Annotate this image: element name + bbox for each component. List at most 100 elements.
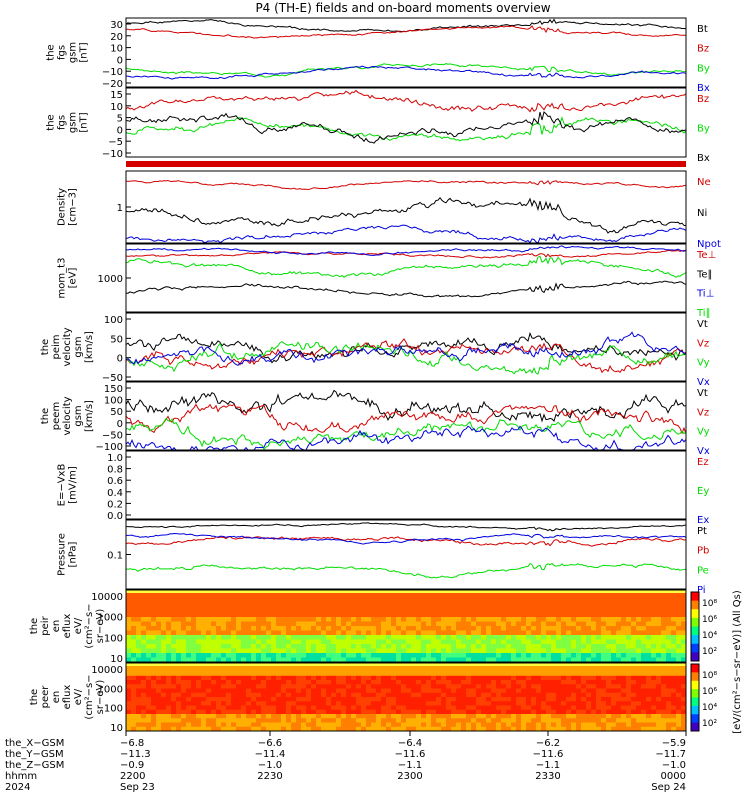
heatmap-cell xyxy=(391,688,397,694)
heatmap-cell xyxy=(481,621,487,627)
heatmap-cell xyxy=(506,722,512,728)
heatmap-cell xyxy=(526,701,532,706)
heatmap-cell xyxy=(201,594,207,600)
heatmap-cell xyxy=(331,684,337,689)
heatmap-cell xyxy=(156,639,162,645)
heatmap-cell xyxy=(571,667,577,672)
heatmap-cell xyxy=(636,630,642,636)
heatmap-cell xyxy=(581,621,587,627)
heatmap-cell xyxy=(566,594,572,600)
heatmap-cell xyxy=(476,701,482,706)
heatmap-cell xyxy=(436,705,442,711)
heatmap-cell xyxy=(296,617,302,622)
heatmap-cell xyxy=(436,621,442,627)
heatmap-cell xyxy=(446,644,452,649)
heatmap-cell xyxy=(316,635,322,640)
series-p5-Vz xyxy=(125,338,687,374)
heatmap-cell xyxy=(636,653,642,658)
heatmap-cell xyxy=(516,657,522,663)
heatmap-cell xyxy=(226,726,232,732)
heatmap-cell xyxy=(456,680,462,685)
heatmap-cell xyxy=(651,697,657,702)
heatmap-cell xyxy=(676,697,682,702)
heatmap-cell xyxy=(141,671,147,677)
heatmap-cell xyxy=(406,644,412,649)
heatmap-cell xyxy=(191,692,197,698)
heatmap-cell xyxy=(341,626,347,631)
heatmap-cell xyxy=(181,705,187,711)
heatmap-cell xyxy=(426,648,432,654)
heatmap-cell xyxy=(566,692,572,698)
heatmap-cell xyxy=(641,612,647,618)
heatmap-cell xyxy=(681,626,687,631)
heatmap-cell xyxy=(326,709,332,715)
colorbar-frame xyxy=(690,591,700,662)
heatmap-cell xyxy=(351,621,357,627)
heatmap-cell xyxy=(326,671,332,677)
heatmap-cell xyxy=(356,617,362,622)
heatmap-cell xyxy=(676,626,682,631)
heatmap-cell xyxy=(666,657,672,663)
heatmap-cell xyxy=(666,599,672,604)
heatmap-cell xyxy=(201,671,207,677)
heatmap-cell xyxy=(316,639,322,645)
heatmap-cell xyxy=(391,667,397,672)
heatmap-cell xyxy=(131,726,137,732)
heatmap-cell xyxy=(406,621,412,627)
heatmap-cell xyxy=(331,621,337,627)
ytick-p7: 0.4 xyxy=(107,488,123,499)
heatmap-cell xyxy=(676,718,682,723)
heatmap-cell xyxy=(546,667,552,672)
heatmap-cell xyxy=(446,639,452,645)
heatmap-cell xyxy=(436,612,442,618)
heatmap-cell xyxy=(396,612,402,618)
heatmap-cell xyxy=(496,697,502,702)
heatmap-cell xyxy=(416,639,422,645)
heatmap-cell xyxy=(126,657,132,663)
heatmap-cell xyxy=(306,644,312,649)
heatmap-cell xyxy=(506,709,512,715)
heatmap-cell xyxy=(666,635,672,640)
heatmap-cell xyxy=(341,653,347,658)
heatmap-cell xyxy=(271,630,277,636)
heatmap-cell xyxy=(451,594,457,600)
heatmap-cell xyxy=(401,675,407,681)
heatmap-cell xyxy=(676,722,682,728)
heatmap-cell xyxy=(311,630,317,636)
heatmap-cell xyxy=(481,653,487,658)
heatmap-cell xyxy=(216,599,222,604)
heatmap-cell xyxy=(636,709,642,715)
heatmap-cell xyxy=(251,697,257,702)
heatmap-cell xyxy=(321,653,327,658)
heatmap-cell xyxy=(261,684,267,689)
heatmap-cell xyxy=(171,648,177,654)
heatmap-cell xyxy=(226,612,232,618)
heatmap-cell xyxy=(126,594,132,600)
heatmap-cell xyxy=(661,726,667,732)
heatmap-cell xyxy=(531,626,537,631)
heatmap-cell xyxy=(256,617,262,622)
series-p6-Vy xyxy=(125,417,687,451)
series-p6-Vx xyxy=(125,425,687,451)
heatmap-cell xyxy=(586,657,592,663)
series-p8-Pb xyxy=(125,535,687,547)
heatmap-cell xyxy=(381,648,387,654)
heatmap-cell xyxy=(611,639,617,645)
heatmap-cell xyxy=(376,612,382,618)
heatmap-cell xyxy=(181,726,187,732)
heatmap-cell xyxy=(641,718,647,723)
heatmap-cell xyxy=(596,630,602,636)
heatmap-cell xyxy=(536,684,542,689)
heatmap-cell xyxy=(351,639,357,645)
heatmap-cell xyxy=(296,705,302,711)
heatmap-cell xyxy=(306,718,312,723)
heatmap-cell xyxy=(511,612,517,618)
colorbar-cell xyxy=(691,680,699,690)
series-p5-Vt xyxy=(125,331,687,364)
heatmap-cell xyxy=(586,630,592,636)
heatmap-cell xyxy=(611,718,617,723)
heatmap-cell xyxy=(526,680,532,685)
heatmap-cell xyxy=(516,688,522,694)
heatmap-cell xyxy=(156,692,162,698)
heatmap-cell xyxy=(306,684,312,689)
